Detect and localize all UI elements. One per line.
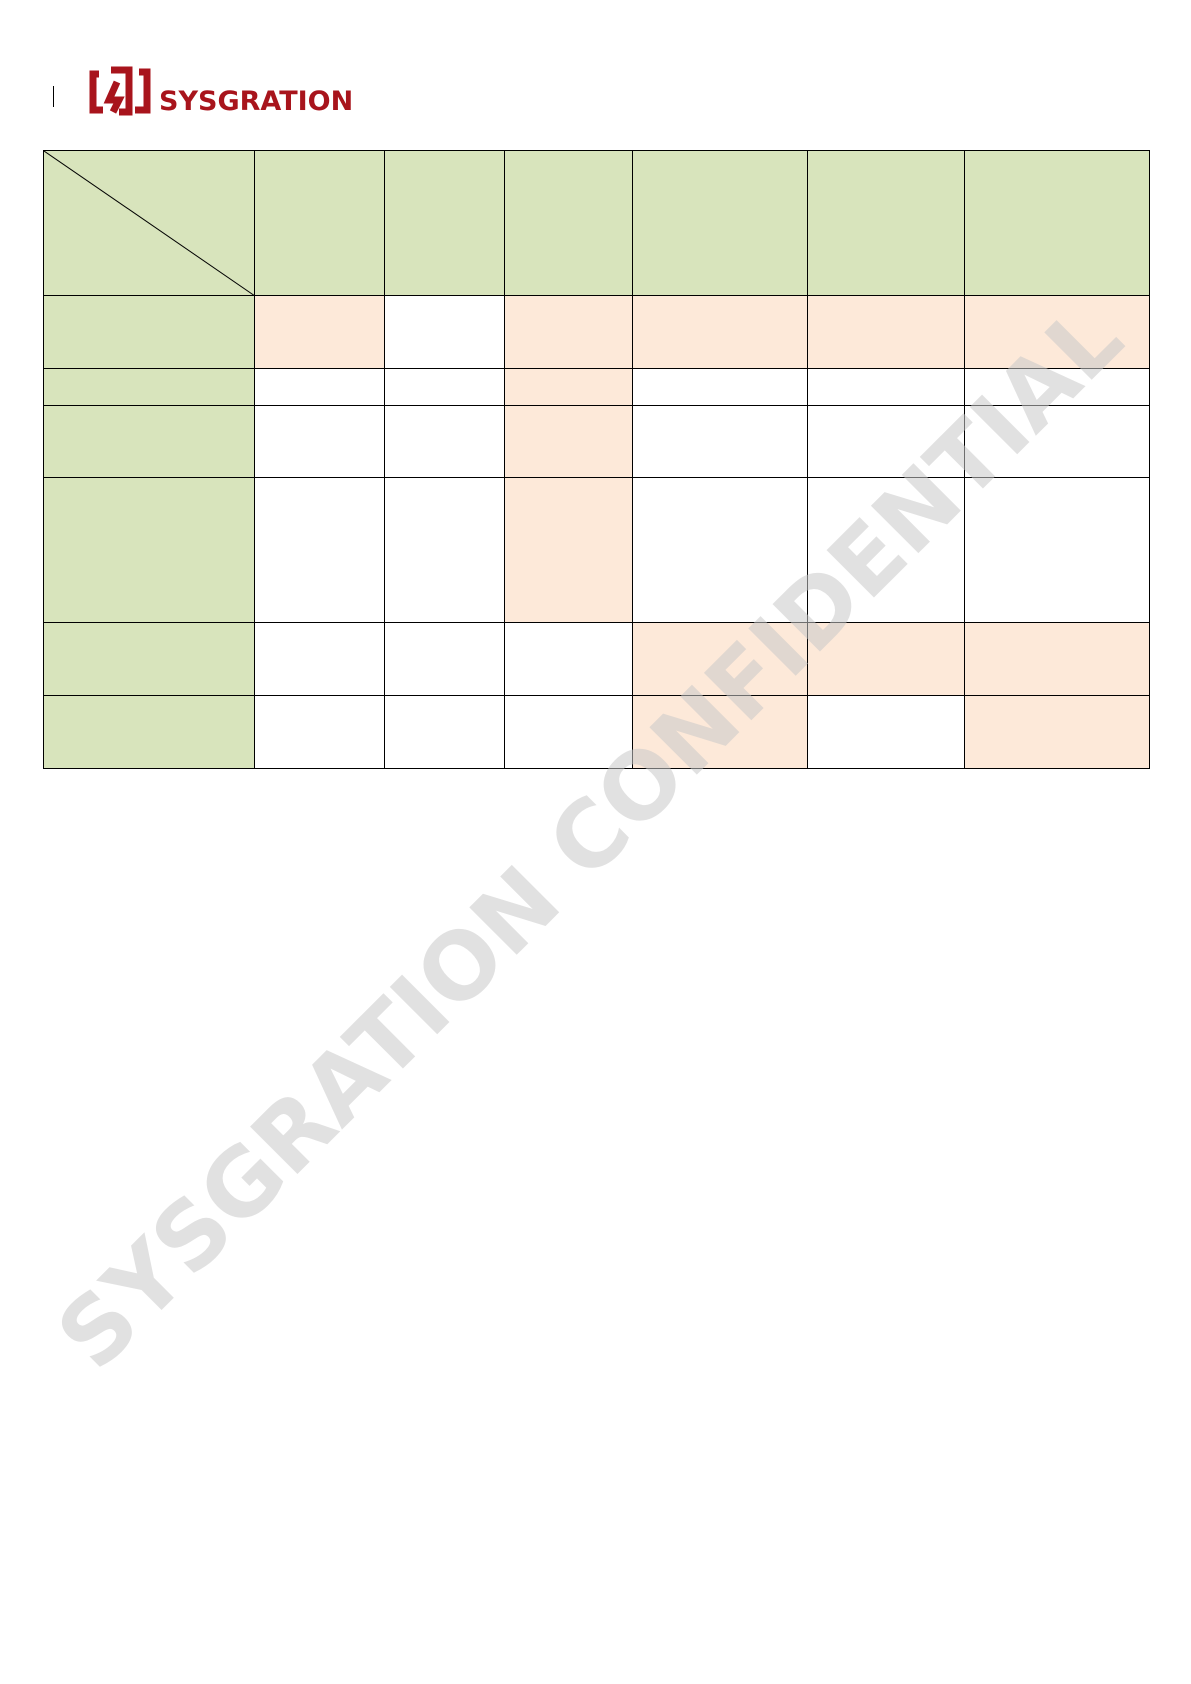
row-header — [43, 295, 255, 369]
table-cell — [254, 695, 385, 769]
column-header — [504, 150, 633, 296]
table-row — [43, 477, 1150, 623]
column-header — [254, 150, 385, 296]
highlighted-cell — [504, 295, 633, 369]
table-cell — [632, 368, 808, 406]
table-cell — [254, 477, 385, 623]
table-cell — [384, 405, 505, 478]
table-cell — [807, 368, 965, 406]
table-cell — [504, 622, 633, 696]
table-row — [43, 295, 1150, 369]
table-cell — [384, 477, 505, 623]
table-row — [43, 622, 1150, 696]
table-cell — [807, 477, 965, 623]
highlighted-cell — [632, 622, 808, 696]
row-header — [43, 405, 255, 478]
table-cell — [807, 695, 965, 769]
row-header — [43, 622, 255, 696]
table-cell — [964, 368, 1150, 406]
sysgration-logo: SYSGRATION — [89, 66, 353, 118]
table-cell — [384, 622, 505, 696]
table-cell — [254, 405, 385, 478]
highlighted-cell — [504, 368, 633, 406]
table-cell — [384, 295, 505, 369]
table-cell — [254, 368, 385, 406]
row-header — [43, 477, 255, 623]
highlighted-cell — [964, 622, 1150, 696]
highlighted-cell — [632, 295, 808, 369]
table-cell — [254, 622, 385, 696]
highlighted-cell — [964, 695, 1150, 769]
column-header — [632, 150, 808, 296]
column-header — [964, 150, 1150, 296]
highlighted-cell — [964, 295, 1150, 369]
diagonal-line — [44, 151, 254, 295]
highlighted-cell — [504, 477, 633, 623]
corner-header-cell — [43, 150, 255, 296]
table-row — [43, 405, 1150, 478]
header-row — [43, 150, 1150, 296]
table-cell — [632, 405, 808, 478]
row-header — [43, 695, 255, 769]
highlighted-cell — [254, 295, 385, 369]
logo-mark-icon — [89, 66, 151, 116]
logo-text: SYSGRATION — [159, 86, 354, 117]
table-cell — [504, 695, 633, 769]
row-header — [43, 368, 255, 406]
column-header — [384, 150, 505, 296]
highlighted-cell — [632, 695, 808, 769]
table-cell — [384, 368, 505, 406]
table-row — [43, 368, 1150, 406]
table-cell — [964, 405, 1150, 478]
table-row — [43, 695, 1150, 769]
table-cell — [384, 695, 505, 769]
highlighted-cell — [504, 405, 633, 478]
table-cell — [632, 477, 808, 623]
highlighted-cell — [807, 295, 965, 369]
table-cell — [807, 405, 965, 478]
highlighted-cell — [807, 622, 965, 696]
table-cell — [964, 477, 1150, 623]
header-divider — [53, 86, 54, 107]
comparison-table — [43, 150, 1150, 769]
column-header — [807, 150, 965, 296]
